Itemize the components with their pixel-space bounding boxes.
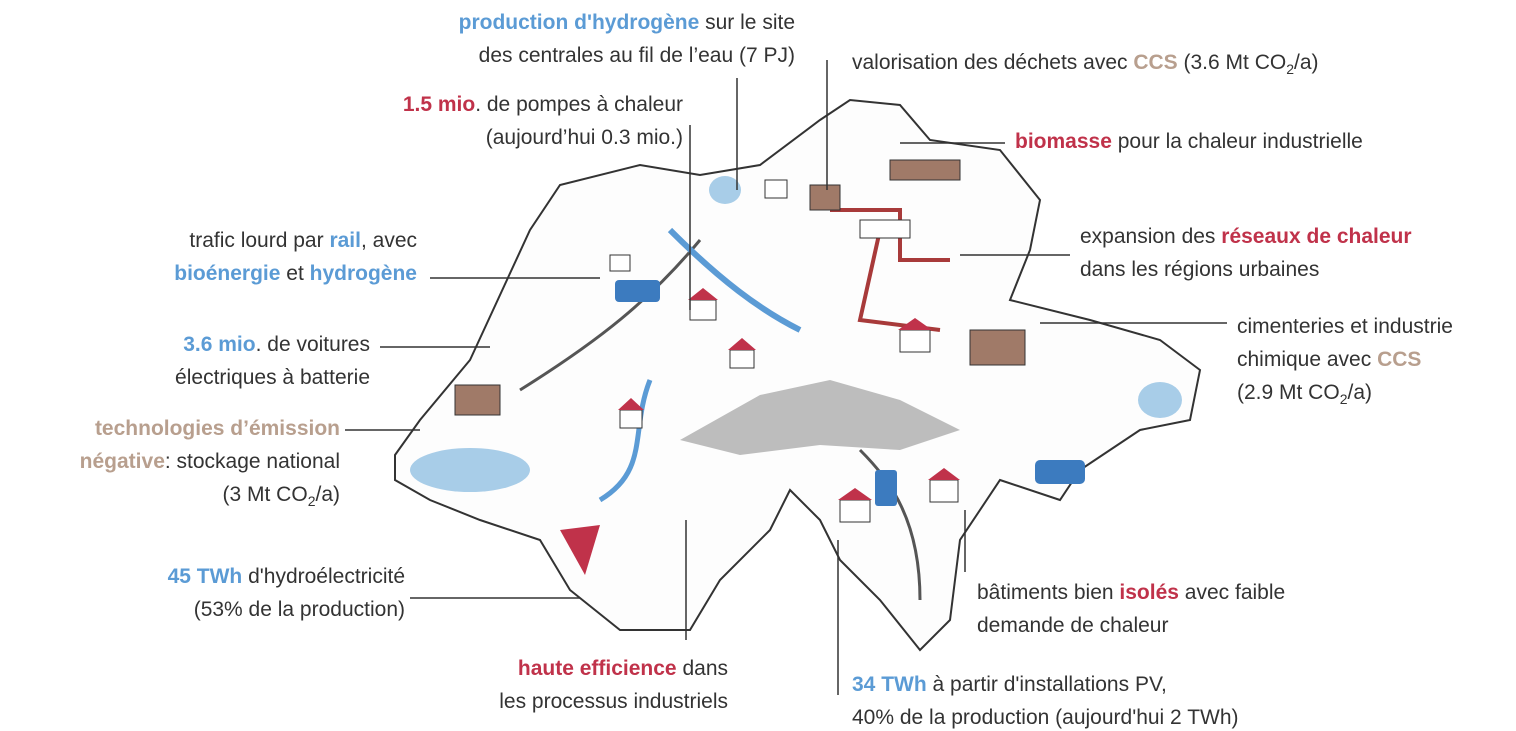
text-segment: avec faible bbox=[1179, 581, 1285, 604]
annotation-line: valorisation des déchets avec CCS (3.6 M… bbox=[852, 46, 1319, 86]
annotation-line: 40% de la production (aujourd'hui 2 TWh) bbox=[852, 701, 1239, 731]
annotation-line: demande de chaleur bbox=[977, 609, 1285, 642]
annotation-line: 3.6 mio. de voitures bbox=[175, 328, 370, 361]
annotation-line: négative: stockage national bbox=[80, 445, 340, 478]
annotation: biomasse pour la chaleur industrielle bbox=[1015, 125, 1363, 158]
text-segment: (2.9 Mt CO bbox=[1237, 381, 1340, 404]
annotation: bâtiments bien isolés avec faible demande… bbox=[977, 576, 1285, 642]
annotation: valorisation des déchets avec CCS (3.6 M… bbox=[852, 46, 1319, 86]
text-segment: /a) bbox=[1347, 381, 1372, 404]
annotation: 1.5 mio. de pompes à chaleur (aujourd’hui… bbox=[403, 88, 683, 154]
highlight: 3.6 mio bbox=[183, 333, 255, 356]
highlight: production d'hydrogène bbox=[459, 11, 700, 34]
text-segment: chimique avec bbox=[1237, 348, 1377, 371]
annotation-line: cimenteries et industrie bbox=[1237, 310, 1453, 343]
text-segment: trafic lourd par bbox=[189, 229, 329, 252]
text-segment: 2 bbox=[1286, 61, 1294, 77]
annotation-line: production d'hydrogène sur le site bbox=[459, 6, 795, 39]
text-segment: cimenteries et industrie bbox=[1237, 315, 1453, 338]
annotation-line: chimique avec CCS bbox=[1237, 343, 1453, 376]
text-segment: , avec bbox=[361, 229, 417, 252]
annotation-line: bioénergie et hydrogène bbox=[174, 257, 417, 290]
text-segment: (aujourd’hui 0.3 mio.) bbox=[486, 126, 683, 149]
text-segment: . de voitures bbox=[256, 333, 370, 356]
highlight: CCS bbox=[1133, 51, 1177, 74]
text-segment: sur le site bbox=[699, 11, 795, 34]
text-segment: (3 Mt CO bbox=[223, 483, 308, 506]
annotation-line: (aujourd’hui 0.3 mio.) bbox=[403, 121, 683, 154]
highlight: bioénergie bbox=[174, 262, 280, 285]
annotation-line: 1.5 mio. de pompes à chaleur bbox=[403, 88, 683, 121]
text-segment: 40% de la production (aujourd'hui 2 TWh) bbox=[852, 706, 1239, 729]
text-segment: demande de chaleur bbox=[977, 614, 1168, 637]
text-segment: expansion des bbox=[1080, 225, 1221, 248]
annotation-line: dans les régions urbaines bbox=[1080, 253, 1412, 286]
highlight: réseaux de chaleur bbox=[1221, 225, 1411, 248]
highlight: hydrogène bbox=[310, 262, 417, 285]
text-segment: dans bbox=[677, 657, 728, 680]
annotation-line: biomasse pour la chaleur industrielle bbox=[1015, 125, 1363, 158]
annotation: haute efficience dans les processus indus… bbox=[499, 652, 728, 718]
annotation: 34 TWh à partir d'installations PV, 40% d… bbox=[852, 668, 1239, 731]
text-segment: à partir d'installations PV, bbox=[927, 673, 1167, 696]
text-segment: et bbox=[280, 262, 309, 285]
annotation-line: bâtiments bien isolés avec faible bbox=[977, 576, 1285, 609]
annotation: 3.6 mio. de voitures électriques à batter… bbox=[175, 328, 370, 394]
text-segment: électriques à batterie bbox=[175, 366, 370, 389]
text-segment: /a) bbox=[1294, 51, 1319, 74]
annotation: expansion des réseaux de chaleur dans les… bbox=[1080, 220, 1412, 286]
text-segment: (3.6 Mt CO bbox=[1178, 51, 1287, 74]
highlight: isolés bbox=[1119, 581, 1179, 604]
text-segment: /a) bbox=[315, 483, 340, 506]
map-outline bbox=[395, 100, 1200, 650]
text-segment: les processus industriels bbox=[499, 690, 728, 713]
page: production d'hydrogène sur le site des ce… bbox=[0, 0, 1516, 731]
highlight: rail bbox=[329, 229, 361, 252]
annotation: production d'hydrogène sur le site des ce… bbox=[459, 6, 795, 72]
lake bbox=[410, 448, 530, 492]
annotation-line: technologies d’émission bbox=[80, 412, 340, 445]
annotation-line: les processus industriels bbox=[499, 685, 728, 718]
text-segment: pour la chaleur industrielle bbox=[1112, 130, 1363, 153]
highlight: négative bbox=[80, 450, 165, 473]
annotation-line: 34 TWh à partir d'installations PV, bbox=[852, 668, 1239, 701]
highlight: 34 TWh bbox=[852, 673, 927, 696]
text-segment: (53% de la production) bbox=[194, 598, 405, 621]
text-segment: bâtiments bien bbox=[977, 581, 1119, 604]
text-segment: : stockage national bbox=[165, 450, 340, 473]
annotation-line: haute efficience dans bbox=[499, 652, 728, 685]
annotation-line: 45 TWh d'hydroélectricité bbox=[168, 560, 405, 593]
highlight: 45 TWh bbox=[168, 565, 243, 588]
highlight: 1.5 mio bbox=[403, 93, 475, 116]
highlight: biomasse bbox=[1015, 130, 1112, 153]
annotation-line: (3 Mt CO2/a) bbox=[80, 478, 340, 518]
highlight: CCS bbox=[1377, 348, 1421, 371]
annotation-line: des centrales au fil de l’eau (7 PJ) bbox=[459, 39, 795, 72]
lake bbox=[1138, 382, 1182, 418]
text-segment: d'hydroélectricité bbox=[242, 565, 405, 588]
annotation-line: électriques à batterie bbox=[175, 361, 370, 394]
annotation: technologies d’émission négative: stockag… bbox=[80, 412, 340, 518]
annotation: cimenteries et industrie chimique avec CC… bbox=[1237, 310, 1453, 416]
annotation: 45 TWh d'hydroélectricité (53% de la prod… bbox=[168, 560, 405, 626]
text-segment: valorisation des déchets avec bbox=[852, 51, 1133, 74]
highlight: haute efficience bbox=[518, 657, 677, 680]
text-segment: . de pompes à chaleur bbox=[475, 93, 683, 116]
text-segment: dans les régions urbaines bbox=[1080, 258, 1319, 281]
annotation-line: trafic lourd par rail, avec bbox=[174, 224, 417, 257]
annotation-line: (53% de la production) bbox=[168, 593, 405, 626]
lake bbox=[709, 176, 741, 204]
text-segment: des centrales au fil de l’eau (7 PJ) bbox=[479, 44, 795, 67]
annotation-line: (2.9 Mt CO2/a) bbox=[1237, 376, 1453, 416]
highlight: technologies d’émission bbox=[95, 417, 340, 440]
annotation-line: expansion des réseaux de chaleur bbox=[1080, 220, 1412, 253]
